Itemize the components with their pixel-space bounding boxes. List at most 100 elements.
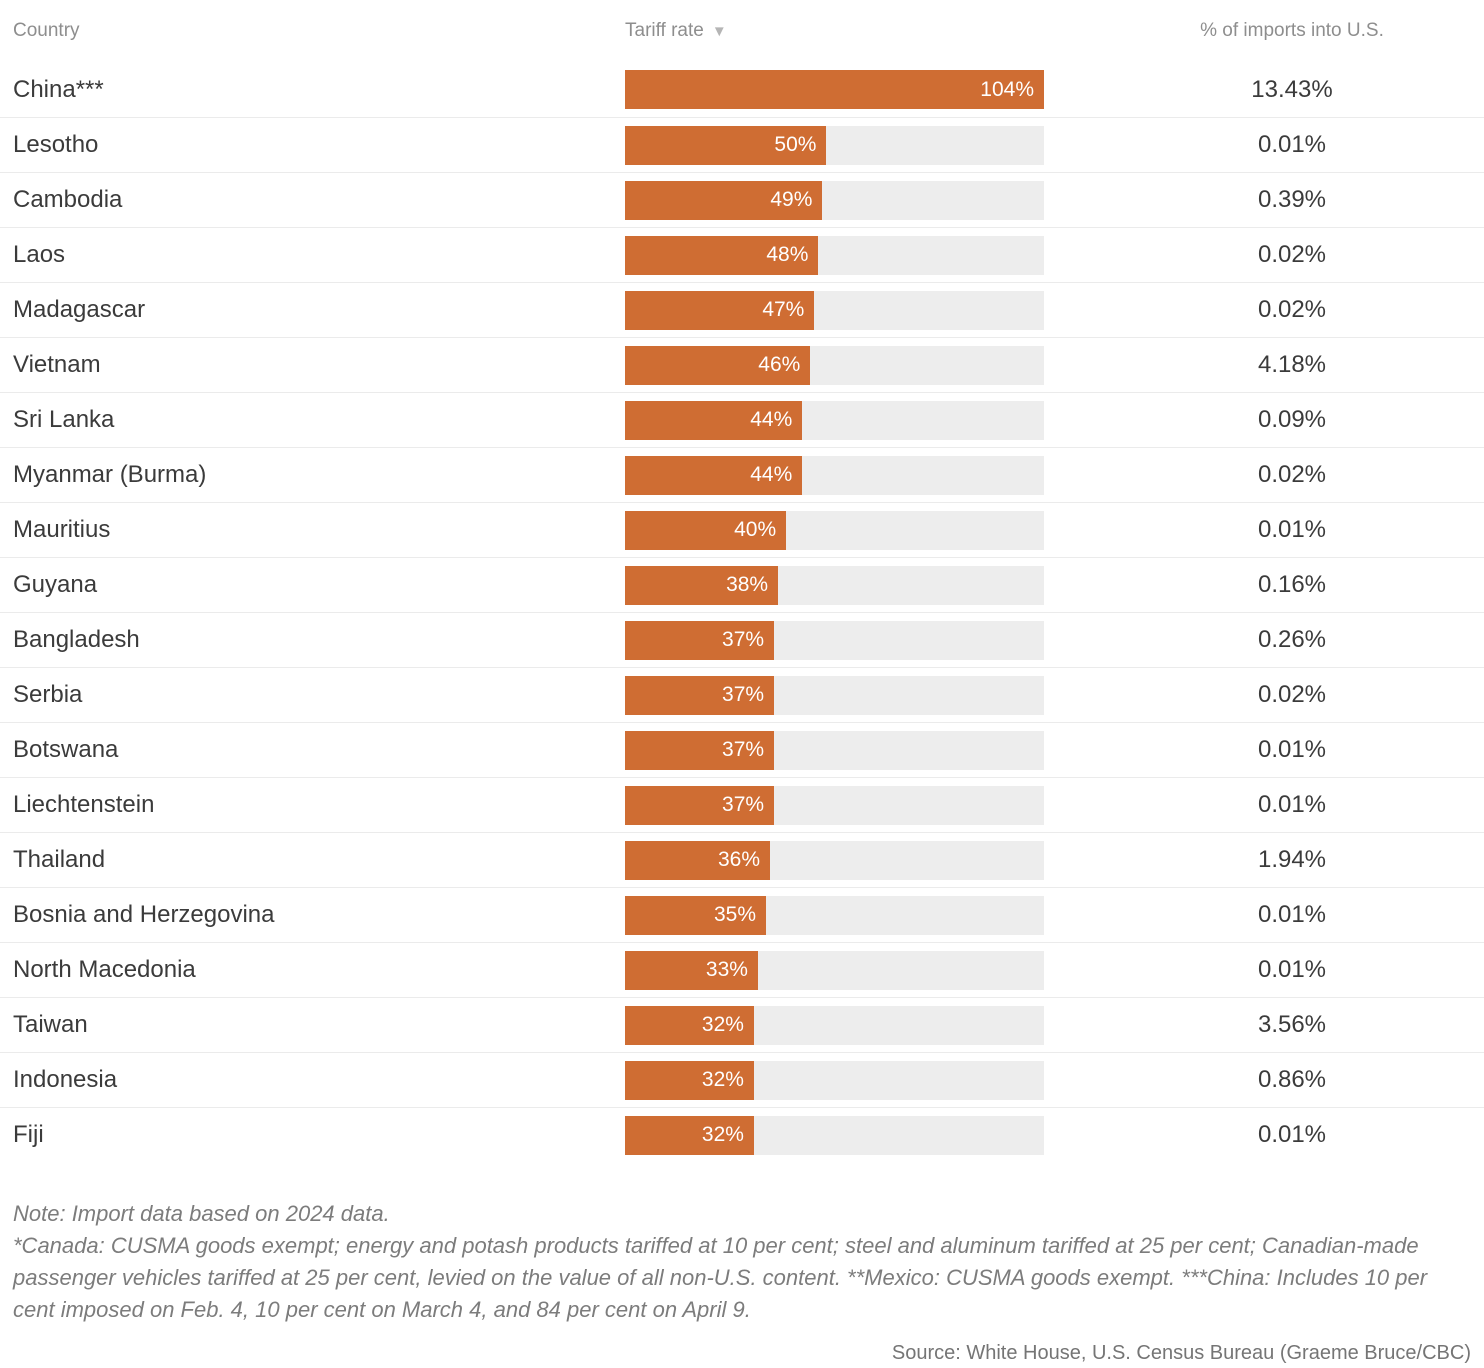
country-label: Vietnam (13, 351, 101, 378)
tariff-bar: 36% (625, 840, 771, 880)
country-label: Sri Lanka (13, 406, 115, 433)
import-share-value: 13.43% (1251, 75, 1333, 103)
tariff-value-label: 50% (774, 133, 817, 156)
bar-track: 104% (625, 70, 1044, 109)
import-share-value: 0.16% (1257, 571, 1327, 598)
tariff-bar: 33% (625, 950, 758, 990)
bar-track: 32% (625, 1115, 1044, 1155)
bar-track: 37% (625, 620, 1044, 660)
tariff-bar: 46% (625, 345, 811, 385)
tariff-bar: 40% (625, 510, 787, 550)
import-share-value: 0.01% (1257, 131, 1327, 158)
table-row: Bangladesh 37% 0.26% (0, 612, 1484, 667)
table-row: Thailand 36% 1.94% (0, 832, 1484, 887)
bar-cell: 37% (625, 785, 1044, 825)
tariff-value-label: 49% (770, 188, 813, 211)
tariff-value-label: 32% (701, 1068, 744, 1091)
bar-track: 40% (625, 510, 1044, 550)
table-row: Mauritius 40% 0.01% (0, 502, 1484, 557)
country-label: North Macedonia (13, 956, 196, 983)
bar-track: 49% (625, 180, 1044, 220)
footnotes-block: Note: Import data based on 2024 data. *C… (13, 1198, 1471, 1326)
bar-track: 35% (625, 895, 1044, 935)
bar-track: 44% (625, 400, 1044, 440)
tariff-value-label: 37% (722, 628, 765, 651)
tariff-bar: 37% (625, 675, 775, 715)
import-share-value: 0.09% (1257, 406, 1327, 433)
table-row: Madagascar 47% 0.02% (0, 282, 1484, 337)
tariff-value-label: 44% (750, 463, 793, 486)
bar-cell: 32% (625, 1060, 1044, 1100)
note-line: Note: Import data based on 2024 data. (13, 1201, 390, 1226)
bar-cell: 32% (625, 1115, 1044, 1155)
tariff-value-label: 37% (722, 738, 765, 761)
bar-cell: 37% (625, 675, 1044, 715)
tariff-value-label: 104% (980, 77, 1034, 101)
column-header-tariff-rate[interactable]: Tariff rate ▼ (625, 20, 1044, 42)
table-header: Country Tariff rate ▼ % of imports into U… (0, 0, 1484, 62)
tariff-bar: 104% (625, 70, 1044, 109)
bar-track: 37% (625, 730, 1044, 770)
tariff-bar: 48% (625, 235, 819, 275)
import-share-value: 0.01% (1257, 791, 1327, 818)
bar-cell: 35% (625, 895, 1044, 935)
bar-track: 37% (625, 675, 1044, 715)
country-label: Fiji (13, 1121, 44, 1148)
bar-cell: 47% (625, 290, 1044, 330)
bar-cell: 40% (625, 510, 1044, 550)
tariff-bar: 38% (625, 565, 779, 605)
sort-descending-icon[interactable]: ▼ (711, 23, 727, 40)
bar-cell: 38% (625, 565, 1044, 605)
footnote-line: *Canada: CUSMA goods exempt; energy and … (13, 1233, 1428, 1322)
bar-track: 47% (625, 290, 1044, 330)
country-label: Laos (13, 241, 66, 268)
tariff-value-label: 33% (705, 958, 748, 981)
bar-cell: 33% (625, 950, 1044, 990)
bar-track: 32% (625, 1060, 1044, 1100)
table-row: Serbia 37% 0.02% (0, 667, 1484, 722)
country-label: Myanmar (Burma) (13, 461, 207, 488)
column-header-tariff-rate-label: Tariff rate (625, 20, 704, 41)
bar-cell: 104% (625, 70, 1044, 109)
bar-cell: 48% (625, 235, 1044, 275)
country-label: Serbia (13, 681, 83, 708)
table-row: Myanmar (Burma) 44% 0.02% (0, 447, 1484, 502)
table-body: China*** 104% 13.43% Lesotho 50% 0.01 (0, 62, 1484, 1162)
country-label: Guyana (13, 571, 98, 598)
tariff-value-label: 38% (726, 573, 769, 596)
tariff-bar: 50% (625, 125, 827, 165)
tariff-bar: 44% (625, 455, 803, 495)
tariff-bar: 32% (625, 1115, 754, 1155)
country-label: Lesotho (13, 131, 99, 158)
country-label: Liechtenstein (13, 791, 155, 818)
table-row: Laos 48% 0.02% (0, 227, 1484, 282)
import-share-value: 4.18% (1257, 351, 1327, 378)
import-share-value: 0.01% (1257, 1121, 1327, 1148)
bar-cell: 49% (625, 180, 1044, 220)
table-row: Taiwan 32% 3.56% (0, 997, 1484, 1052)
tariff-bar: 37% (625, 730, 775, 770)
import-share-value: 3.56% (1257, 1011, 1327, 1038)
country-label: Mauritius (13, 516, 111, 543)
bar-cell: 37% (625, 620, 1044, 660)
table-row: Bosnia and Herzegovina 35% 0.01% (0, 887, 1484, 942)
import-share-value: 0.01% (1257, 516, 1327, 543)
import-share-value: 0.01% (1257, 956, 1327, 983)
bar-cell: 37% (625, 730, 1044, 770)
bar-track: 36% (625, 840, 1044, 880)
country-label: Taiwan (13, 1011, 88, 1038)
tariff-bar: 37% (625, 620, 775, 660)
import-share-value: 0.02% (1257, 296, 1327, 323)
tariff-value-label: 32% (701, 1123, 744, 1146)
bar-cell: 44% (625, 455, 1044, 495)
bar-cell: 36% (625, 840, 1044, 880)
tariff-bar: 49% (625, 180, 823, 220)
column-header-country: Country (13, 20, 80, 41)
tariff-value-label: 40% (734, 518, 777, 541)
import-share-value: 1.94% (1257, 846, 1327, 873)
bar-track: 32% (625, 1005, 1044, 1045)
tariff-value-label: 46% (758, 353, 801, 376)
import-share-value: 0.01% (1257, 901, 1327, 928)
tariff-bar: 37% (625, 785, 775, 825)
table-row: Vietnam 46% 4.18% (0, 337, 1484, 392)
